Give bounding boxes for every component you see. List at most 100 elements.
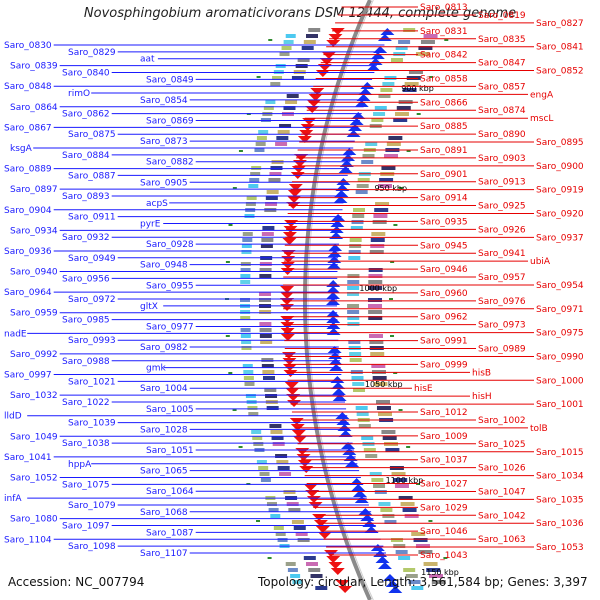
feature-mark-146 — [354, 100, 369, 107]
feature-mark-331 — [283, 490, 296, 494]
left-gene-label-24: Saro_0904 — [4, 206, 343, 216]
left-gene-label-33: Saro_0940 — [10, 268, 338, 278]
feature-mark-231 — [282, 232, 297, 239]
feature-mark-277 — [303, 40, 316, 44]
feature-mark-153 — [339, 160, 354, 167]
svg-text:Saro_0903: Saro_0903 — [478, 154, 526, 164]
feature-mark-243 — [280, 328, 295, 335]
tick-mark-373-1 — [228, 372, 233, 374]
feature-mark-11 — [393, 118, 408, 122]
svg-text:Saro_0926: Saro_0926 — [478, 225, 526, 235]
feature-mark-83 — [362, 154, 375, 158]
left-gene-label-4: Saro_0840 — [62, 68, 375, 78]
feature-mark-399 — [260, 478, 271, 482]
feature-mark-114 — [356, 412, 369, 416]
svg-text:Saro_0957: Saro_0957 — [478, 273, 526, 283]
svg-text:Saro_0869: Saro_0869 — [146, 117, 194, 127]
right-gene-label-31: Saro_0941 — [284, 249, 526, 259]
right-gene-label-36: Saro_0960 — [283, 289, 468, 299]
right-gene-label-30: Saro_0945 — [284, 241, 468, 251]
feature-mark-34 — [368, 310, 383, 314]
feature-mark-213 — [310, 88, 325, 95]
feature-mark-25 — [370, 238, 385, 242]
feature-mark-150 — [346, 130, 361, 137]
feature-mark-117 — [361, 436, 374, 440]
svg-text:Saro_0852: Saro_0852 — [536, 67, 584, 77]
feature-mark-290 — [275, 142, 288, 146]
svg-text:Saro_0839: Saro_0839 — [10, 62, 58, 72]
svg-text:ksgA: ksgA — [10, 144, 33, 154]
left-gene-label-49: Saro_1021 — [68, 377, 343, 387]
tick-mark-40-0 — [444, 39, 449, 41]
feature-mark-268 — [317, 532, 332, 539]
right-gene-label-54: Saro_1009 — [296, 432, 468, 442]
feature-mark-129 — [390, 538, 403, 542]
svg-text:Saro_0847: Saro_0847 — [478, 59, 526, 69]
tick-mark-336-0 — [390, 335, 395, 337]
left-gene-label-21: Saro_0897 — [10, 185, 346, 195]
feature-mark-216 — [305, 106, 320, 113]
tick-mark-558-1 — [267, 557, 272, 559]
feature-mark-339 — [303, 556, 316, 560]
svg-text:Saro_0975: Saro_0975 — [536, 329, 584, 339]
svg-text:Saro_0829: Saro_0829 — [68, 48, 116, 58]
feature-mark-411 — [292, 580, 303, 584]
feature-mark-193 — [352, 490, 367, 497]
feature-mark-207 — [328, 34, 343, 41]
feature-mark-273 — [335, 580, 350, 587]
right-gene-label-2: Saro_0827 — [335, 19, 584, 29]
feature-mark-271 — [328, 562, 343, 569]
svg-text:Saro_0955: Saro_0955 — [146, 281, 194, 291]
feature-mark-297 — [265, 202, 278, 206]
tick-mark-151-1 — [238, 150, 243, 152]
svg-text:Saro_0895: Saro_0895 — [536, 138, 584, 148]
svg-text:Saro_1079: Saro_1079 — [68, 501, 116, 511]
left-gene-label-1: Saro_0829 — [68, 48, 382, 58]
svg-text:hppA: hppA — [68, 460, 92, 470]
feature-mark-119 — [363, 448, 376, 452]
feature-mark-96 — [348, 256, 361, 260]
feature-mark-68 — [403, 28, 416, 32]
svg-text:Saro_0884: Saro_0884 — [62, 151, 110, 161]
feature-mark-225 — [288, 184, 303, 191]
feature-mark-287 — [279, 124, 292, 128]
tick-mark-484-0 — [416, 483, 421, 485]
feature-mark-244 — [280, 334, 295, 341]
feature-mark-220 — [297, 136, 312, 143]
svg-text:Saro_0989: Saro_0989 — [478, 345, 526, 355]
feature-mark-355 — [260, 118, 271, 122]
right-gene-label-53: tolB — [294, 424, 548, 434]
tick-mark-188-1 — [232, 187, 237, 189]
svg-text:Saro_0830: Saro_0830 — [4, 41, 52, 51]
right-gene-label-63: Saro_1029 — [313, 503, 468, 513]
feature-mark-284 — [285, 100, 298, 104]
svg-text:Saro_0897: Saro_0897 — [10, 185, 58, 195]
left-gene-label-16: Saro_0884 — [62, 151, 352, 161]
feature-mark-94 — [349, 244, 362, 248]
feature-mark-126 — [380, 508, 393, 512]
feature-mark-308 — [259, 298, 271, 302]
feature-mark-157 — [334, 190, 349, 197]
feature-mark-92 — [350, 226, 363, 230]
left-gene-label-37: Saro_0972 — [68, 295, 338, 305]
feature-mark-130 — [393, 544, 406, 548]
svg-text:Saro_0956: Saro_0956 — [62, 274, 110, 284]
svg-text:Saro_0964: Saro_0964 — [4, 288, 52, 298]
feature-mark-76 — [378, 94, 391, 98]
feature-mark-378 — [240, 310, 251, 314]
svg-text:Saro_1098: Saro_1098 — [68, 542, 116, 552]
feature-mark-375 — [240, 280, 251, 284]
feature-mark-0 — [423, 34, 438, 38]
feature-mark-255 — [291, 430, 306, 437]
svg-text:Saro_0977: Saro_0977 — [146, 322, 194, 332]
feature-mark-204 — [385, 580, 400, 587]
feature-mark-90 — [352, 214, 365, 218]
svg-text:Saro_0813: Saro_0813 — [420, 3, 468, 13]
right-gene-label-67: Saro_1063 — [323, 535, 526, 545]
svg-text:Saro_1042: Saro_1042 — [478, 511, 526, 521]
svg-text:Saro_1043: Saro_1043 — [420, 551, 468, 561]
svg-text:Saro_1028: Saro_1028 — [140, 425, 188, 435]
feature-mark-187 — [341, 442, 356, 449]
feature-mark-180 — [331, 382, 346, 389]
